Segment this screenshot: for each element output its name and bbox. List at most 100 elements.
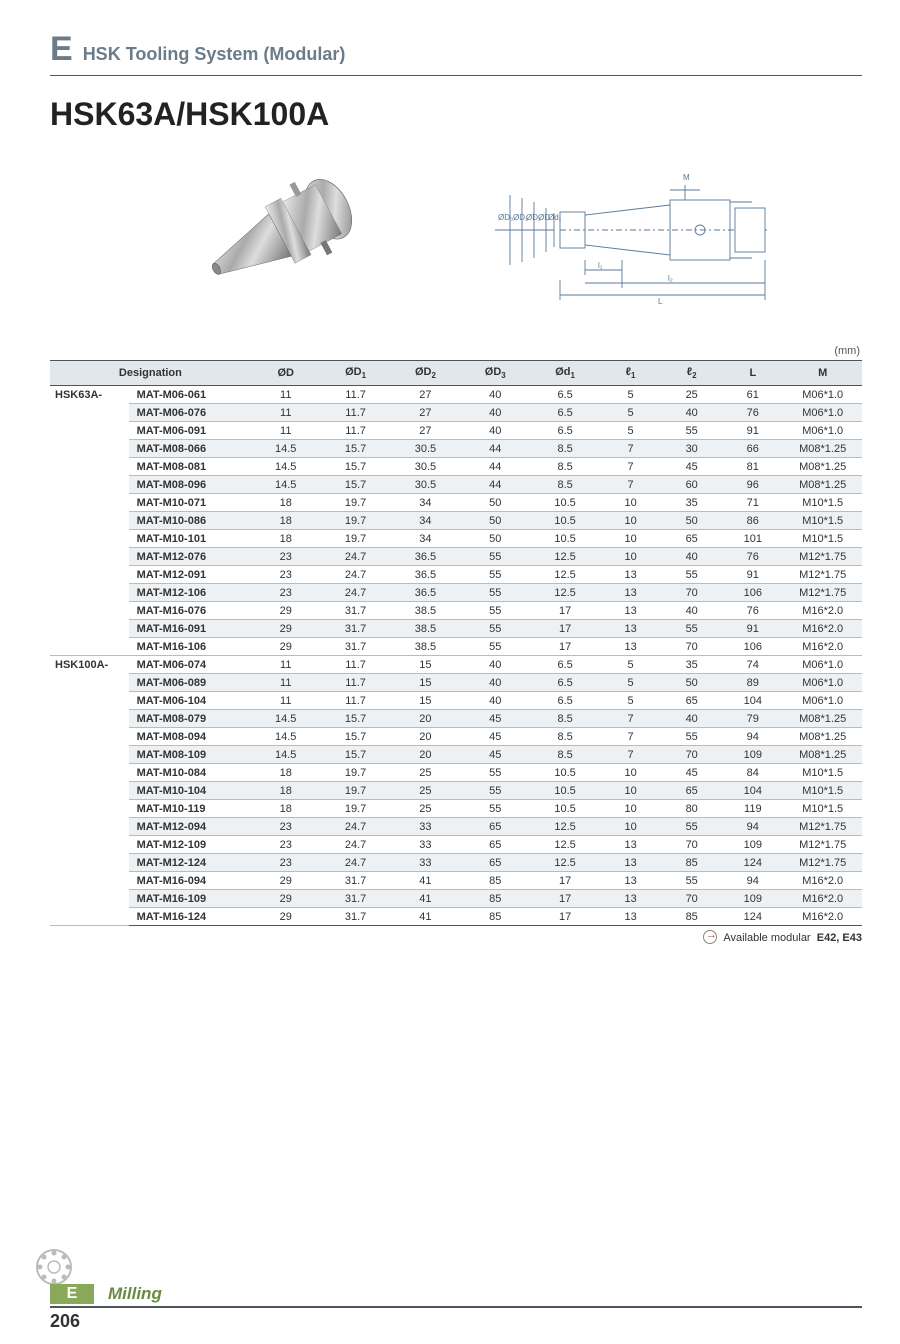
cell: 31.7 xyxy=(321,602,391,620)
table-row: MAT-M16-1092931.74185171370109M16*2.0 xyxy=(50,890,862,908)
cell: 20 xyxy=(391,746,461,764)
cell: 29 xyxy=(251,890,321,908)
cell: M08*1.25 xyxy=(783,728,862,746)
cell: 11.7 xyxy=(321,656,391,674)
cell: 104 xyxy=(722,692,783,710)
cell: 45 xyxy=(460,746,530,764)
cell: 45 xyxy=(661,764,722,782)
cell: 10.5 xyxy=(530,512,600,530)
cell: M08*1.25 xyxy=(783,476,862,494)
cell: 8.5 xyxy=(530,476,600,494)
cell: 29 xyxy=(251,908,321,926)
cell: 10.5 xyxy=(530,530,600,548)
cell: 23 xyxy=(251,836,321,854)
cell: 31.7 xyxy=(321,890,391,908)
cell: M10*1.5 xyxy=(783,782,862,800)
cell: 65 xyxy=(661,530,722,548)
cell: 27 xyxy=(391,404,461,422)
figures-row: M ØD₃ ØD₂ ØD₁ ØD Ød₁ l₁ l₂ L xyxy=(50,155,862,315)
part-number: MAT-M10-071 xyxy=(129,494,251,512)
cell: 55 xyxy=(661,566,722,584)
cell: 11.7 xyxy=(321,404,391,422)
cell: 119 xyxy=(722,800,783,818)
cell: 11 xyxy=(251,386,321,404)
cell: 11.7 xyxy=(321,386,391,404)
cell: 10.5 xyxy=(530,494,600,512)
cell: 11 xyxy=(251,404,321,422)
cell: 44 xyxy=(460,440,530,458)
spec-table: DesignationØDØD1ØD2ØD3Ød1ℓ1ℓ2LM HSK63A-M… xyxy=(50,360,862,926)
cell: M10*1.5 xyxy=(783,494,862,512)
cell: 15.7 xyxy=(321,476,391,494)
cell: M16*2.0 xyxy=(783,602,862,620)
table-row: MAT-M08-07914.515.720458.574079M08*1.25 xyxy=(50,710,862,728)
section-letter: E xyxy=(50,30,73,69)
cell: 15.7 xyxy=(321,440,391,458)
cell: 91 xyxy=(722,422,783,440)
cell: M16*2.0 xyxy=(783,620,862,638)
cell: 8.5 xyxy=(530,458,600,476)
part-number: MAT-M08-096 xyxy=(129,476,251,494)
cell: 35 xyxy=(661,494,722,512)
cell: 33 xyxy=(391,854,461,872)
cell: 65 xyxy=(460,854,530,872)
part-number: MAT-M12-094 xyxy=(129,818,251,836)
footnote-text: Available modular xyxy=(723,932,810,944)
cell: 33 xyxy=(391,836,461,854)
cell: M06*1.0 xyxy=(783,656,862,674)
cell: 12.5 xyxy=(530,584,600,602)
cell: 70 xyxy=(661,584,722,602)
cell: 40 xyxy=(460,656,530,674)
cell: 84 xyxy=(722,764,783,782)
cell: 18 xyxy=(251,800,321,818)
cell: 40 xyxy=(460,692,530,710)
cell: 85 xyxy=(460,872,530,890)
cell: 45 xyxy=(460,728,530,746)
col-header: ØD1 xyxy=(321,361,391,386)
cell: 35 xyxy=(661,656,722,674)
part-number: MAT-M06-074 xyxy=(129,656,251,674)
cell: M06*1.0 xyxy=(783,422,862,440)
cell: 86 xyxy=(722,512,783,530)
cell: 76 xyxy=(722,602,783,620)
cell: M06*1.0 xyxy=(783,674,862,692)
cell: 65 xyxy=(460,836,530,854)
tab-letter: E xyxy=(50,1284,94,1304)
cell: 25 xyxy=(391,782,461,800)
product-title: HSK63A/HSK100A xyxy=(50,96,862,133)
table-row: MAT-M08-09414.515.720458.575594M08*1.25 xyxy=(50,728,862,746)
part-number: MAT-M16-094 xyxy=(129,872,251,890)
part-number: MAT-M08-094 xyxy=(129,728,251,746)
cell: 19.7 xyxy=(321,512,391,530)
cell: 55 xyxy=(460,782,530,800)
cell: 50 xyxy=(460,512,530,530)
cell: 8.5 xyxy=(530,746,600,764)
cell: 11 xyxy=(251,422,321,440)
cell: 10.5 xyxy=(530,800,600,818)
cell: 124 xyxy=(722,854,783,872)
cell: 50 xyxy=(460,530,530,548)
cell: 34 xyxy=(391,494,461,512)
cell: 31.7 xyxy=(321,872,391,890)
cell: 85 xyxy=(460,890,530,908)
part-number: MAT-M16-076 xyxy=(129,602,251,620)
cell: 55 xyxy=(661,422,722,440)
cell: 13 xyxy=(600,854,661,872)
cell: 44 xyxy=(460,476,530,494)
cell: 20 xyxy=(391,710,461,728)
cell: 27 xyxy=(391,386,461,404)
part-number: MAT-M08-109 xyxy=(129,746,251,764)
cell: 36.5 xyxy=(391,548,461,566)
cell: 76 xyxy=(722,548,783,566)
table-row: MAT-M12-0762324.736.55512.5104076M12*1.7… xyxy=(50,548,862,566)
cell: 30.5 xyxy=(391,476,461,494)
cell: 12.5 xyxy=(530,854,600,872)
cell: 45 xyxy=(661,458,722,476)
part-number: MAT-M16-124 xyxy=(129,908,251,926)
cell: M12*1.75 xyxy=(783,548,862,566)
cell: 41 xyxy=(391,890,461,908)
cell: 7 xyxy=(600,728,661,746)
table-row: MAT-M16-1062931.738.555171370106M16*2.0 xyxy=(50,638,862,656)
cell: 24.7 xyxy=(321,818,391,836)
part-number: MAT-M12-091 xyxy=(129,566,251,584)
